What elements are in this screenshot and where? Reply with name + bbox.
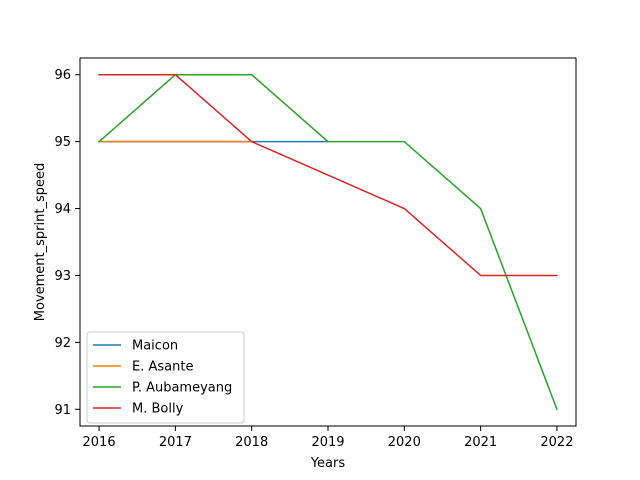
legend: Maicon E. Asante P. Aubameyang M. Bolly	[86, 331, 245, 424]
y-tick-label: 96	[54, 68, 71, 83]
series-line-4	[98, 73, 558, 277]
x-tick-label: 2020	[388, 435, 421, 450]
x-tick-label: 2016	[83, 435, 116, 450]
x-axis-ticks: 2016 2017 2018 2019 2020 2021 2022	[83, 426, 573, 450]
y-tick-label: 91	[54, 403, 71, 418]
x-axis-label: Years	[310, 456, 346, 471]
x-tick-label: 2017	[159, 435, 192, 450]
x-tick-label: 2022	[540, 435, 573, 450]
y-tick-label: 94	[54, 202, 71, 217]
y-tick-label: 95	[54, 135, 71, 150]
series-layer	[98, 73, 558, 411]
y-tick-label: 93	[54, 269, 71, 284]
y-axis-ticks: 91 92 93 94 95 96	[54, 68, 80, 418]
legend-box	[86, 331, 245, 424]
x-tick-label: 2019	[311, 435, 344, 450]
x-tick-label: 2021	[464, 435, 497, 450]
legend-label: Maicon	[132, 339, 178, 354]
legend-label: E. Asante	[132, 360, 193, 375]
legend-label: M. Bolly	[132, 402, 184, 417]
legend-label: P. Aubameyang	[132, 381, 232, 396]
x-tick-label: 2018	[235, 435, 268, 450]
y-tick-label: 92	[54, 336, 71, 351]
y-axis-label: Movement_sprint_speed	[33, 163, 48, 321]
